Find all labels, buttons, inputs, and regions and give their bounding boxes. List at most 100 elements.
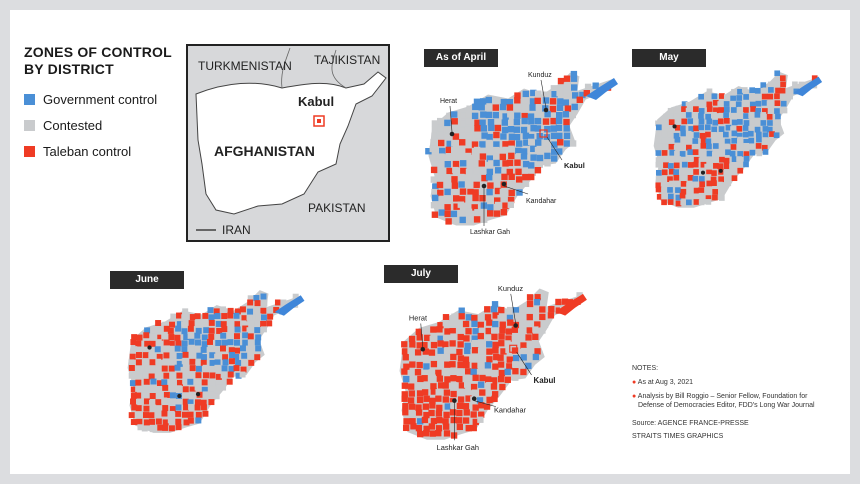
district-cell (493, 131, 500, 139)
district-cell (522, 132, 530, 139)
district-cell (675, 156, 682, 162)
district-cell (463, 374, 470, 381)
district-cell (490, 327, 498, 334)
district-cell (402, 409, 409, 416)
district-cell (768, 107, 775, 114)
district-cell (188, 403, 195, 410)
district-cell (520, 368, 527, 376)
district-cell (551, 148, 558, 155)
district-cell (452, 160, 460, 168)
district-cell (705, 195, 712, 201)
district-cell (452, 218, 460, 225)
district-cell (181, 314, 188, 321)
district-cell (410, 423, 417, 430)
district-cell (168, 410, 175, 417)
district-cell (494, 155, 502, 162)
district-cell (463, 409, 470, 416)
district-cell (787, 93, 793, 100)
district-cell (699, 176, 705, 182)
district-cell (161, 365, 168, 372)
notes-block: NOTES: ● As at Aug 3, 2021 ● Analysis by… (632, 364, 832, 441)
district-cell (148, 412, 155, 419)
district-cell (663, 113, 669, 120)
district-cell (157, 334, 164, 341)
district-cell (756, 136, 762, 143)
city-dot-lashkar-gah (452, 398, 457, 403)
legend-item-government: Government control (24, 92, 157, 108)
district-cell (457, 341, 464, 348)
district-cell (675, 105, 682, 112)
district-cell (463, 335, 470, 342)
district-cell (522, 180, 530, 187)
district-cell (508, 173, 515, 180)
district-cell (514, 159, 521, 166)
district-cell (571, 103, 578, 111)
city-dot-kandahar (718, 168, 723, 173)
district-cell (484, 306, 491, 313)
district-cell (156, 326, 163, 333)
label-kabul-map: Kabul (534, 376, 556, 385)
legend-label-taleban: Taleban control (43, 144, 132, 159)
district-cell (563, 132, 571, 139)
district-cell (774, 70, 781, 77)
district-cell (558, 84, 565, 91)
district-cell (528, 173, 535, 181)
district-cell (760, 112, 767, 118)
district-cell (579, 91, 586, 99)
district-cell (460, 112, 467, 119)
district-cell (188, 373, 195, 380)
district-cell (175, 340, 182, 347)
district-cell (747, 130, 754, 137)
district-cell (214, 364, 221, 371)
district-cell (526, 307, 533, 314)
district-cell (487, 210, 494, 217)
district-cell (662, 120, 669, 127)
district-cell (668, 156, 675, 163)
label-lashkar-gah: Lashkar Gah (437, 443, 479, 452)
district-cell (667, 199, 674, 205)
district-cell (456, 409, 463, 417)
district-cell (563, 140, 571, 147)
district-cell (423, 411, 430, 419)
district-cell (415, 409, 423, 416)
district-cell (471, 112, 479, 120)
district-cell (729, 164, 736, 170)
district-cell (169, 321, 176, 328)
district-cell (550, 125, 557, 132)
district-cell (462, 403, 470, 410)
district-cell (162, 321, 169, 328)
district-cell (761, 144, 768, 151)
district-cell (785, 88, 792, 95)
district-cell (477, 321, 484, 329)
district-cell (692, 138, 699, 144)
district-cell (450, 375, 457, 382)
district-cell (442, 341, 449, 348)
district-cell (680, 175, 687, 181)
district-cell (673, 169, 679, 175)
district-cell (417, 418, 424, 425)
district-cell (731, 137, 738, 144)
district-cell (444, 376, 451, 383)
district-cell (444, 361, 451, 368)
district-cell (512, 374, 519, 381)
district-cell (479, 313, 486, 320)
district-cell (196, 379, 203, 386)
district-cell (445, 146, 453, 154)
district-cell (234, 339, 240, 346)
district-cell (519, 362, 527, 369)
district-cell (563, 82, 571, 89)
district-cell (247, 308, 254, 315)
district-cell (485, 327, 492, 335)
district-cell (693, 106, 699, 112)
district-cell (161, 397, 168, 404)
label-kunduz: Kunduz (498, 284, 523, 293)
district-cell (478, 402, 485, 409)
district-cell (698, 118, 705, 125)
district-cell (430, 176, 437, 183)
district-cell (142, 371, 149, 378)
district-cell (451, 189, 458, 197)
district-cell (570, 99, 578, 106)
district-cell (416, 342, 423, 349)
district-cell (483, 403, 491, 410)
district-cell (533, 313, 540, 321)
